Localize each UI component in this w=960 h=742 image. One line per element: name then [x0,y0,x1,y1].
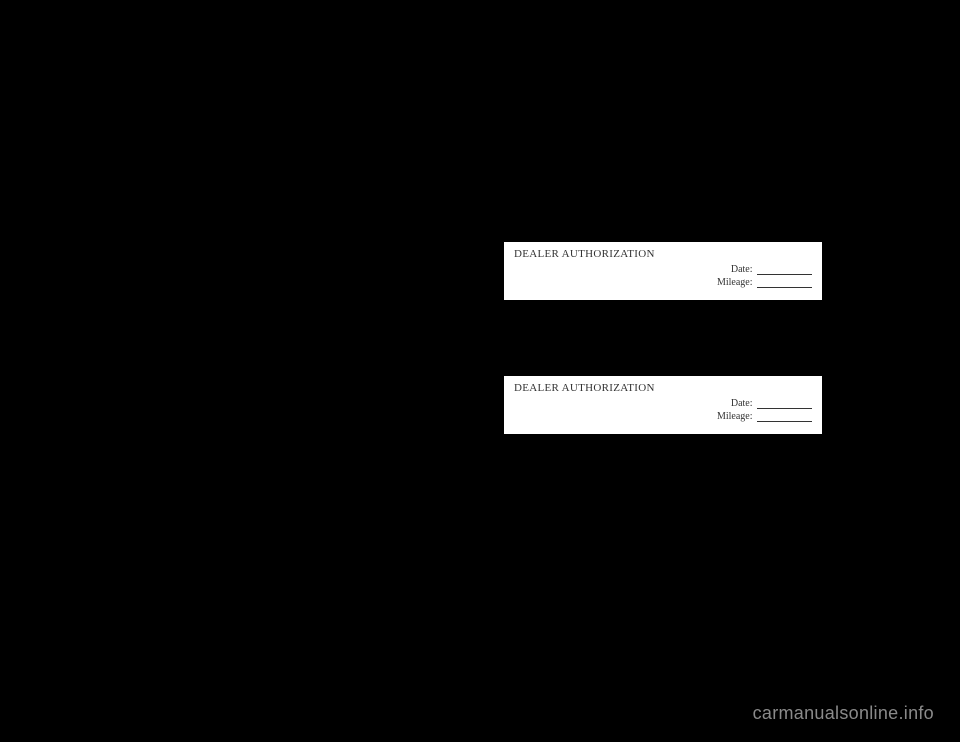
date-line-2 [757,399,812,409]
auth-fields-1: Date: Mileage: [514,264,812,288]
mileage-label-2: Mileage: [717,411,753,422]
date-row-1: Date: [514,264,812,275]
auth-title-1: DEALER AUTHORIZATION [514,248,812,260]
dealer-authorization-box-1: DEALER AUTHORIZATION Date: Mileage: [504,242,822,300]
date-label-2: Date: [731,398,753,409]
mileage-row-1: Mileage: [514,277,812,288]
date-label-1: Date: [731,264,753,275]
mileage-line-2 [757,412,812,422]
mileage-line-1 [757,278,812,288]
date-row-2: Date: [514,398,812,409]
auth-fields-2: Date: Mileage: [514,398,812,422]
mileage-label-1: Mileage: [717,277,753,288]
auth-title-2: DEALER AUTHORIZATION [514,382,812,394]
mileage-row-2: Mileage: [514,411,812,422]
watermark-text: carmanualsonline.info [753,703,934,724]
dealer-authorization-box-2: DEALER AUTHORIZATION Date: Mileage: [504,376,822,434]
date-line-1 [757,265,812,275]
